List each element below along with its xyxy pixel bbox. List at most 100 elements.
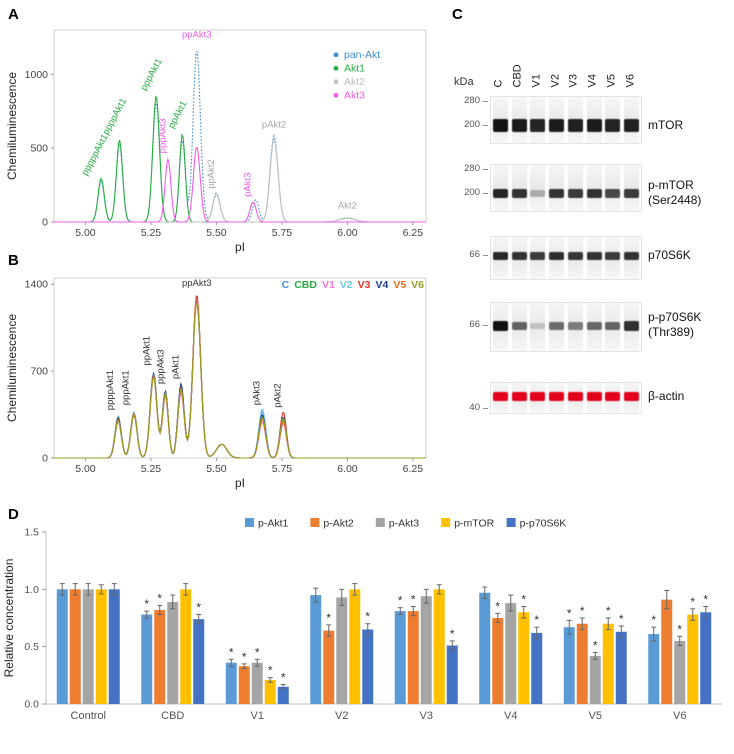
peak-label: ppppAkt1 — [105, 370, 116, 410]
blot-lane — [492, 165, 508, 211]
category-label: V5 — [589, 710, 602, 722]
kda-unit-label: kDa — [454, 76, 474, 88]
kda-marker-tick — [483, 168, 488, 170]
peak-label: pppppAkt1 — [80, 132, 111, 177]
significance-marker: * — [495, 599, 500, 613]
blot-lane — [530, 165, 546, 211]
bar-p-mTOR-V2 — [349, 589, 361, 704]
bar-p-Akt2-V1 — [238, 666, 250, 704]
panel-d-label: D — [8, 506, 19, 523]
blot-p70S6K — [490, 236, 642, 280]
kda-marker-66: 66 — [469, 248, 480, 260]
blot-lane — [567, 165, 583, 211]
significance-marker: * — [411, 593, 416, 607]
kda-marker-280: 280 — [464, 162, 480, 174]
legend-label: p-Akt1 — [258, 518, 289, 530]
kda-marker-200: 200 — [464, 186, 480, 198]
x-tick-label: 5.25 — [141, 463, 162, 475]
panel-a-chart: 0 500 1000 5.00 5.25 5.50 5.75 6.00 6.25 pI Chemil… — [5, 29, 427, 254]
significance-marker: * — [229, 645, 234, 659]
blot-beta-actin — [490, 382, 642, 414]
protein-band — [605, 321, 621, 331]
x-tick-label: 5.25 — [141, 227, 162, 239]
lane-label-C: C — [492, 79, 505, 87]
blot-p-mTOR — [490, 164, 642, 212]
legend-swatch — [245, 518, 254, 527]
bar-p-Akt1-CBD — [141, 614, 153, 704]
panel-c-label: C — [452, 6, 463, 23]
y-tick-label: 0.0 — [24, 699, 39, 711]
significance-marker: * — [326, 611, 331, 625]
legend-dot — [333, 79, 339, 85]
peak-label: pppAkt3 — [156, 349, 167, 384]
legend-swatch — [310, 518, 320, 527]
y-axis-label: Relative concentration — [2, 559, 16, 678]
peak-label: pAkt3 — [242, 173, 253, 197]
y-axis-label: Chemiluminescence — [5, 314, 19, 422]
significance-marker: * — [567, 606, 572, 620]
significance-marker: * — [619, 612, 624, 626]
protein-band — [511, 119, 527, 132]
bar-p-Akt3-V1 — [251, 662, 263, 704]
protein-band — [586, 252, 602, 260]
protein-band — [567, 188, 583, 199]
protein-band — [530, 119, 546, 132]
legend-label: Akt1 — [344, 63, 365, 75]
panel-b-chart: 0 700 1400 5.00 5.25 5.50 5.75 6.00 6.25 pI Chemil… — [5, 277, 427, 490]
series-Akt2 — [54, 137, 426, 223]
lane-label-CBD: CBD — [511, 63, 524, 87]
protein-band — [586, 392, 602, 401]
legend-label: p-Akt3 — [389, 518, 420, 530]
bar-p-Akt2-V4 — [492, 618, 504, 704]
bar-p-Akt1-V1 — [225, 662, 237, 704]
peak-label: ppAkt3 — [182, 29, 212, 40]
series-Akt3 — [54, 147, 426, 223]
significance-marker: * — [521, 593, 526, 607]
blot-lane — [586, 165, 602, 211]
bar-p-p70S6K-V3 — [446, 645, 458, 704]
protein-band — [511, 188, 527, 199]
peak-label: pAkt2 — [273, 383, 284, 407]
category-label: V6 — [673, 710, 686, 722]
lane-label-V3: V3 — [567, 73, 580, 87]
kda-marker-tick — [483, 254, 488, 257]
blot-lane — [549, 165, 565, 211]
y-tick-label: 700 — [30, 366, 48, 378]
peak-label: pppAkt1 — [139, 57, 165, 93]
significance-marker: * — [606, 604, 611, 618]
panel-d-chart: 0.0 0.5 1.0 1.5 Relative concentration Contro… — [2, 518, 722, 722]
protein-band — [624, 392, 640, 401]
category-label: V2 — [335, 710, 348, 722]
significance-marker: * — [703, 593, 708, 607]
significance-marker: * — [534, 613, 539, 627]
bar-p-Akt2-V6 — [661, 599, 673, 704]
protein-band — [530, 392, 546, 401]
protein-band — [567, 322, 583, 331]
plot-border — [53, 277, 427, 459]
blot-label-p70S6K: p70S6K — [648, 247, 691, 262]
lane-label-V2: V2 — [549, 73, 562, 87]
protein-band — [549, 252, 565, 260]
protein-band — [511, 252, 527, 260]
bar-p-Akt1-Control — [56, 589, 68, 704]
bar-p-Akt1-V4 — [479, 592, 491, 704]
x-tick-label: 5.00 — [75, 463, 96, 475]
protein-band — [605, 252, 621, 260]
x-axis-label: pI — [235, 476, 245, 490]
significance-marker: * — [450, 627, 455, 641]
bar-p-Akt1-V2 — [310, 595, 322, 704]
bar-p-p70S6K-V6 — [700, 612, 712, 704]
lane-label-V4: V4 — [586, 73, 599, 87]
x-tick-label: 6.25 — [403, 227, 424, 239]
significance-marker: * — [593, 638, 598, 652]
bar-p-Akt2-V2 — [323, 630, 335, 704]
panel-a-label: A — [8, 6, 19, 23]
panel-c-blots: kDa C CBD V1 V2 V3 V4 V5 V6 280 200 mTOR 280 200 p-mT… — [448, 0, 734, 480]
peak-label: pppAkt1 — [121, 370, 132, 405]
lane-label-V6: V6 — [624, 73, 637, 87]
bar-p-mTOR-Control — [95, 589, 107, 704]
protein-band — [567, 119, 583, 132]
protein-band — [624, 119, 640, 132]
protein-band — [549, 321, 565, 331]
protein-band — [586, 321, 602, 331]
